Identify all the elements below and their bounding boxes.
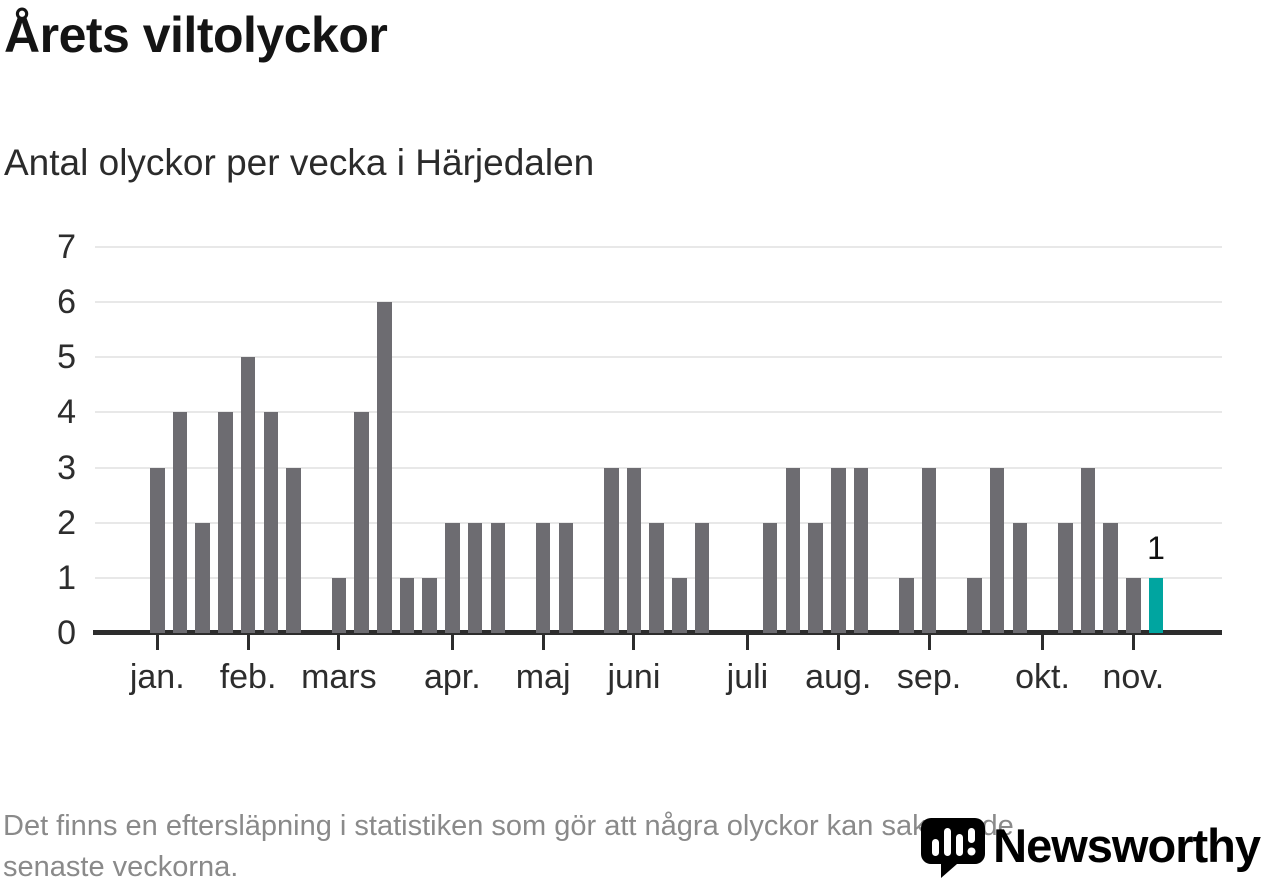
bar: [422, 577, 437, 633]
y-axis-tick-label: 3: [57, 448, 76, 487]
footer-note-line1: Det finns en eftersläpning i statistiken…: [3, 810, 1014, 842]
bar: [467, 522, 483, 633]
y-axis-tick-label: 7: [57, 228, 76, 266]
bar: [649, 522, 664, 633]
bar: [1012, 522, 1028, 633]
x-axis-tick: [1131, 635, 1135, 650]
bar: [1103, 522, 1118, 633]
gridline: [95, 411, 1222, 414]
bar: [626, 467, 642, 633]
bar: [354, 412, 369, 633]
chart-subtitle: Antal olyckor per vecka i Härjedalen: [4, 142, 595, 183]
bar: [831, 467, 846, 633]
bar: [808, 522, 823, 633]
bar: [1126, 577, 1141, 633]
y-axis-tick-label: 0: [57, 614, 76, 652]
newsworthy-logo-icon: [921, 818, 986, 878]
bar: [377, 302, 392, 633]
newsworthy-wordmark: Newsworthy: [993, 819, 1261, 872]
bar: [921, 467, 937, 633]
bar: [150, 467, 165, 633]
bar: [535, 522, 551, 633]
bar: [331, 577, 347, 633]
bar: [445, 522, 460, 633]
bar: [762, 522, 778, 633]
bar: [1058, 522, 1073, 633]
bar: [899, 577, 914, 633]
y-axis-tick-label: 6: [57, 283, 76, 322]
y-axis-tick-label: 4: [57, 393, 76, 432]
bar: [286, 467, 301, 633]
page-title: Årets viltolyckor: [4, 7, 388, 63]
bar: [558, 522, 574, 633]
bar-highlighted: [1148, 577, 1164, 633]
x-axis-month-label: sep.: [896, 658, 962, 696]
bar: [1080, 467, 1096, 633]
x-axis-tick: [450, 635, 454, 650]
x-axis-month-label: aug.: [805, 658, 872, 696]
y-axis-tick-label: 5: [57, 338, 76, 377]
footer-note-line2: senaste veckorna.: [3, 851, 239, 879]
gridline: [95, 246, 1222, 248]
x-axis-tick: [337, 635, 341, 650]
x-axis-month-label: okt.: [1015, 658, 1070, 696]
bar: [989, 467, 1005, 633]
bar-value-label: 1: [1147, 529, 1165, 566]
x-axis-tick: [246, 635, 250, 650]
bar: [240, 357, 256, 633]
x-axis-month-label: feb.: [219, 658, 277, 696]
bar: [672, 577, 687, 633]
bar: [694, 522, 710, 633]
bar: [195, 522, 210, 633]
newsworthy-logo: Newsworthy: [921, 818, 1261, 878]
x-axis-tick: [1041, 635, 1045, 650]
x-axis-month-label: maj: [515, 658, 571, 696]
x-axis-month-label: apr.: [423, 658, 481, 696]
y-axis-tick-label: 1: [57, 558, 76, 597]
bar: [967, 577, 982, 633]
gridline: [95, 466, 1222, 469]
x-axis-month-label: nov.: [1102, 658, 1165, 696]
x-axis-tick: [927, 635, 931, 650]
x-axis-tick: [745, 635, 749, 650]
x-axis-tick: [541, 635, 545, 650]
bar: [490, 522, 505, 633]
bar: [399, 577, 415, 633]
gridline: [95, 356, 1222, 359]
gridline: [95, 301, 1222, 304]
x-axis-tick: [155, 635, 159, 650]
bar: [172, 412, 188, 633]
x-axis-month-label: juli: [726, 658, 769, 696]
x-axis-month-label: juni: [607, 658, 661, 696]
x-axis-tick: [632, 635, 636, 650]
x-axis-tick: [836, 635, 840, 650]
x-axis-month-label: mars: [301, 658, 377, 696]
bar: [785, 467, 801, 633]
y-axis-tick-label: 2: [57, 503, 76, 542]
bar: [263, 412, 278, 633]
footer-note: Det finns en eftersläpning i statistiken…: [3, 806, 1014, 879]
x-axis-month-label: jan.: [129, 658, 185, 696]
bar: [604, 467, 619, 633]
bar: [218, 412, 233, 633]
bar: [853, 467, 869, 633]
